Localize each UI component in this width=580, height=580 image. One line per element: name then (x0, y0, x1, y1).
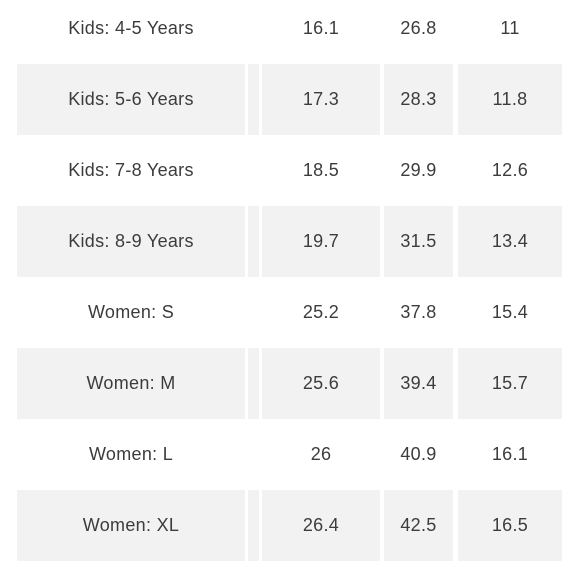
value-cell-1: 26.4 (262, 490, 380, 561)
value-cell-3: 15.7 (458, 348, 562, 419)
column-separator (248, 277, 259, 348)
table-row: Women: XL 26.4 42.5 16.5 (0, 490, 580, 561)
value-cell-2: 28.3 (384, 64, 453, 135)
value-cell-3: 15.4 (491, 302, 529, 322)
value-cell-2: 26.8 (400, 18, 437, 38)
value-cell-2: 31.5 (384, 206, 453, 277)
table-row: Kids: 4-5 Years 16.1 26.8 11 (0, 0, 580, 64)
value-cell-3: 16.1 (491, 444, 529, 464)
value-cell-3: 16.5 (458, 490, 562, 561)
table-row: Women: S 25.2 37.8 15.4 (0, 277, 580, 348)
column-separator (248, 0, 259, 64)
value-cell-2: 42.5 (384, 490, 453, 561)
table-row: Women: L 26 40.9 16.1 (0, 419, 580, 490)
column-separator (248, 64, 259, 135)
value-cell-3: 11 (500, 18, 520, 38)
value-cell-1: 19.7 (262, 206, 380, 277)
value-cell-2: 29.9 (400, 160, 437, 180)
size-label-cell: Women: L (88, 444, 174, 464)
value-cell-2: 39.4 (384, 348, 453, 419)
value-cell-1: 25.2 (302, 302, 340, 322)
size-label-cell: Women: S (87, 302, 175, 322)
column-separator (248, 348, 259, 419)
value-cell-2: 37.8 (400, 302, 437, 322)
value-cell-1: 17.3 (262, 64, 380, 135)
column-separator (248, 419, 259, 490)
table-row: Women: M 25.6 39.4 15.7 (0, 348, 580, 419)
value-cell-3: 12.6 (491, 160, 529, 180)
table-row: Kids: 5-6 Years 17.3 28.3 11.8 (0, 64, 580, 135)
value-cell-3: 13.4 (458, 206, 562, 277)
size-label-cell: Women: M (17, 348, 245, 419)
column-separator (248, 135, 259, 206)
size-label-cell: Women: XL (17, 490, 245, 561)
size-label-cell: Kids: 5-6 Years (17, 64, 245, 135)
size-label-cell: Kids: 7-8 Years (68, 160, 194, 180)
size-label-cell: Kids: 4-5 Years (68, 18, 194, 38)
table-row: Kids: 8-9 Years 19.7 31.5 13.4 (0, 206, 580, 277)
value-cell-1: 25.6 (262, 348, 380, 419)
value-cell-3: 11.8 (458, 64, 562, 135)
size-label-cell: Kids: 8-9 Years (17, 206, 245, 277)
column-separator (248, 490, 259, 561)
column-separator (248, 206, 259, 277)
value-cell-1: 26 (310, 444, 332, 464)
value-cell-1: 16.1 (302, 18, 340, 38)
value-cell-1: 18.5 (302, 160, 340, 180)
table-row: Kids: 7-8 Years 18.5 29.9 12.6 (0, 135, 580, 206)
value-cell-2: 40.9 (400, 444, 437, 464)
